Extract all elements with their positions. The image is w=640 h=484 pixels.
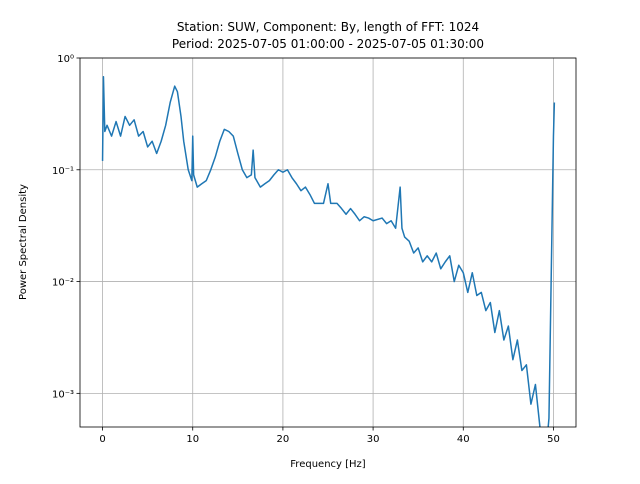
y-tick-label: 10⁻³ [52,389,74,400]
x-tick-label: 50 [547,434,560,445]
x-axis-label: Frequency [Hz] [290,459,366,470]
y-tick-label: 10⁻¹ [52,166,74,177]
x-tick-label: 40 [457,434,470,445]
x-tick-label: 10 [186,434,199,445]
x-tick-label: 0 [99,434,105,445]
x-tick-label: 30 [367,434,380,445]
chart-title: Period: 2025-07-05 01:00:00 - 2025-07-05… [172,37,484,51]
x-tick-label: 20 [277,434,290,445]
data-line [101,75,556,427]
y-tick-label: 10⁻² [52,278,74,289]
plot-area [101,75,556,427]
y-tick-label: 10⁰ [57,54,74,65]
axes-frame [79,57,577,428]
y-axis-label: Power Spectral Density [18,184,29,300]
chart-title: Station: SUW, Component: By, length of F… [177,20,479,34]
